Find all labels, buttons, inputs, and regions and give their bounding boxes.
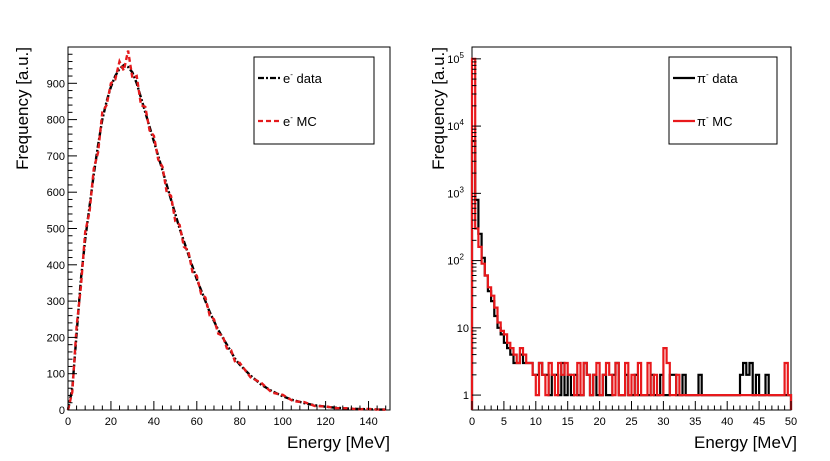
legend-label-e-data: e- data — [283, 70, 323, 86]
x-tick-label: 25 — [625, 416, 637, 428]
y-tick-label: 200 — [47, 332, 65, 344]
legend-label-pi-data: π- data — [697, 70, 738, 86]
x-tick-label: 40 — [148, 416, 160, 428]
y-tick-label: 300 — [47, 296, 65, 308]
y-tick-label: 10 — [457, 323, 469, 335]
y-tick-label: 800 — [47, 115, 65, 127]
x-tick-label: 30 — [657, 416, 669, 428]
x-tick-label: 100 — [273, 416, 291, 428]
x-tick-label: 60 — [191, 416, 203, 428]
x-tick-label: 120 — [316, 416, 334, 428]
x-tick-label: 0 — [65, 416, 71, 428]
y-tick-label: 104 — [447, 118, 464, 133]
x-tick-label: 15 — [562, 416, 574, 428]
legend-label-pi-mc: π- MC — [697, 113, 733, 129]
y-axis-title: Frequency [a.u.] — [13, 47, 32, 170]
y-tick-label: 1 — [463, 390, 469, 402]
y-tick-label: 100 — [47, 369, 65, 381]
histogram-1 — [470, 57, 793, 410]
x-tick-label: 45 — [753, 416, 765, 428]
x-tick-label: 80 — [234, 416, 246, 428]
electron-energy-panel: 0 20 40 60 80 100 120 140 0 100 200 300 400 500 600 700… — [13, 46, 391, 452]
histogram-0 — [470, 139, 793, 410]
x-axis-title: Energy [MeV] — [694, 433, 797, 452]
legend: π- data π- MC — [668, 56, 778, 145]
y-tick-label: 600 — [47, 187, 65, 199]
x-tick-label: 20 — [593, 416, 605, 428]
y-tick-label: 103 — [447, 185, 464, 200]
x-tick-label: 40 — [721, 416, 733, 428]
x-tick-label: 5 — [501, 416, 507, 428]
x-tick-label: 50 — [785, 416, 797, 428]
x-tick-label: 140 — [359, 416, 377, 428]
y-tick-label: 900 — [47, 78, 65, 90]
legend-label-e-mc: e- MC — [283, 113, 317, 129]
pion-energy-panel: 0 5 10 15 20 25 30 35 40 45 50 1 10 102 103 104 105 Ener… — [429, 46, 797, 452]
y-tick-label: 105 — [447, 51, 464, 66]
x-tick-label: 35 — [689, 416, 701, 428]
y-tick-label: 500 — [47, 224, 65, 236]
x-tick-label: 0 — [469, 416, 475, 428]
y-tick-label: 0 — [59, 405, 65, 417]
legend: e- data e- MC — [253, 56, 375, 145]
legend-box — [668, 56, 778, 145]
y-tick-label: 400 — [47, 260, 65, 272]
y-axis-title: Frequency [a.u.] — [429, 47, 448, 170]
series-line-1 — [66, 50, 386, 411]
legend-box — [253, 56, 375, 145]
x-tick-label: 10 — [530, 416, 542, 428]
x-tick-label: 20 — [105, 416, 117, 428]
x-axis-title: Energy [MeV] — [287, 433, 390, 452]
y-tick-label: 102 — [447, 253, 464, 268]
y-tick-label: 700 — [47, 151, 65, 163]
